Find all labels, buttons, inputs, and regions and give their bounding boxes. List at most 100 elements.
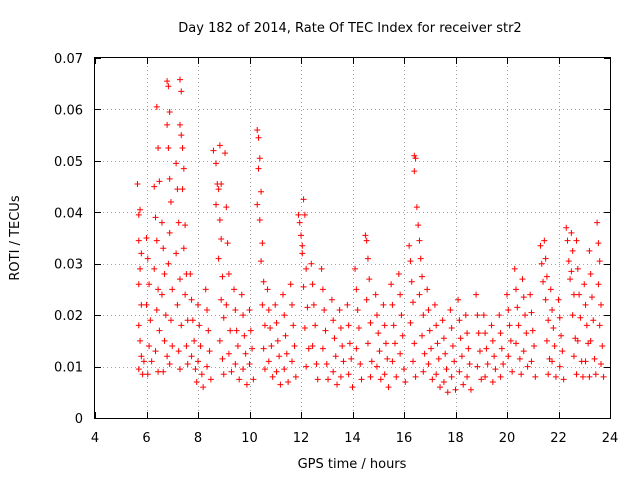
data-point xyxy=(231,286,238,293)
data-point xyxy=(380,301,387,308)
data-point xyxy=(202,286,209,293)
data-point xyxy=(222,150,229,157)
data-point xyxy=(489,379,496,385)
data-point xyxy=(402,379,409,385)
data-point xyxy=(363,296,370,303)
data-point xyxy=(372,291,379,298)
data-point xyxy=(240,366,247,373)
data-point xyxy=(532,373,539,380)
data-point xyxy=(511,265,518,272)
data-point xyxy=(161,337,168,344)
data-point xyxy=(585,340,592,347)
x-tick-label: 22 xyxy=(550,431,567,446)
data-point xyxy=(467,386,474,393)
data-point xyxy=(349,384,356,391)
data-point xyxy=(357,361,364,367)
data-point xyxy=(412,373,419,380)
data-point xyxy=(397,291,404,298)
data-point xyxy=(197,343,204,349)
data-point xyxy=(448,325,455,331)
data-point xyxy=(549,307,556,313)
data-point xyxy=(401,366,407,373)
data-point xyxy=(522,312,529,319)
data-point xyxy=(259,240,266,247)
data-point xyxy=(138,250,145,257)
data-point xyxy=(216,142,223,149)
data-point xyxy=(273,319,280,326)
data-point xyxy=(176,121,183,128)
data-point xyxy=(474,312,481,319)
data-point xyxy=(140,358,147,365)
data-point xyxy=(303,363,310,370)
data-point xyxy=(151,183,158,190)
data-point xyxy=(595,281,602,288)
data-point xyxy=(260,345,267,352)
data-point xyxy=(434,340,441,347)
data-point xyxy=(164,78,171,85)
data-point xyxy=(466,361,473,367)
data-point xyxy=(195,358,201,365)
y-tick-label: 0.07 xyxy=(54,52,83,67)
data-point xyxy=(540,278,547,285)
data-point xyxy=(440,379,447,385)
y-tick-label: 0.06 xyxy=(54,103,83,118)
data-point xyxy=(176,76,183,83)
data-point xyxy=(599,343,606,349)
data-point xyxy=(152,348,159,355)
x-tick-label: 10 xyxy=(241,431,258,446)
data-point xyxy=(167,199,174,205)
x-tick-label: 24 xyxy=(602,431,619,446)
data-point xyxy=(156,178,163,185)
data-point xyxy=(282,332,289,339)
data-point xyxy=(516,355,523,362)
data-point xyxy=(254,201,261,208)
data-point xyxy=(325,376,332,383)
data-point xyxy=(344,301,351,308)
x-tick-label: 6 xyxy=(142,431,150,446)
data-point xyxy=(451,358,458,365)
data-point xyxy=(542,296,549,303)
data-point xyxy=(567,276,574,283)
data-point xyxy=(364,255,371,262)
data-point xyxy=(425,307,432,313)
data-point xyxy=(496,312,503,319)
data-point xyxy=(146,343,153,349)
data-point xyxy=(336,307,343,313)
data-point xyxy=(228,368,235,375)
data-point xyxy=(215,255,222,262)
data-point xyxy=(435,355,442,362)
data-point xyxy=(167,317,174,324)
data-point xyxy=(232,307,239,313)
data-point xyxy=(269,373,276,380)
data-point xyxy=(509,368,516,375)
data-point xyxy=(573,237,580,244)
data-point xyxy=(582,301,589,308)
data-point xyxy=(482,373,489,380)
data-point xyxy=(552,373,559,380)
data-point xyxy=(368,358,375,365)
data-point xyxy=(590,317,597,324)
data-point xyxy=(587,337,594,344)
data-point xyxy=(290,322,297,329)
data-point xyxy=(504,291,510,298)
data-point xyxy=(398,312,405,319)
data-point xyxy=(187,271,194,277)
data-point xyxy=(268,343,275,349)
data-point xyxy=(444,389,451,396)
data-point xyxy=(460,381,467,388)
data-point xyxy=(492,366,499,373)
data-point xyxy=(340,358,347,365)
data-point xyxy=(155,286,162,293)
data-point xyxy=(464,330,471,337)
data-point xyxy=(189,317,196,324)
data-point xyxy=(420,368,427,375)
data-point xyxy=(592,371,599,378)
data-point xyxy=(565,258,572,265)
data-point xyxy=(362,232,369,239)
data-point xyxy=(259,301,266,308)
data-point xyxy=(219,355,226,362)
data-point xyxy=(514,304,521,311)
data-point xyxy=(537,242,544,249)
data-point xyxy=(135,211,142,218)
